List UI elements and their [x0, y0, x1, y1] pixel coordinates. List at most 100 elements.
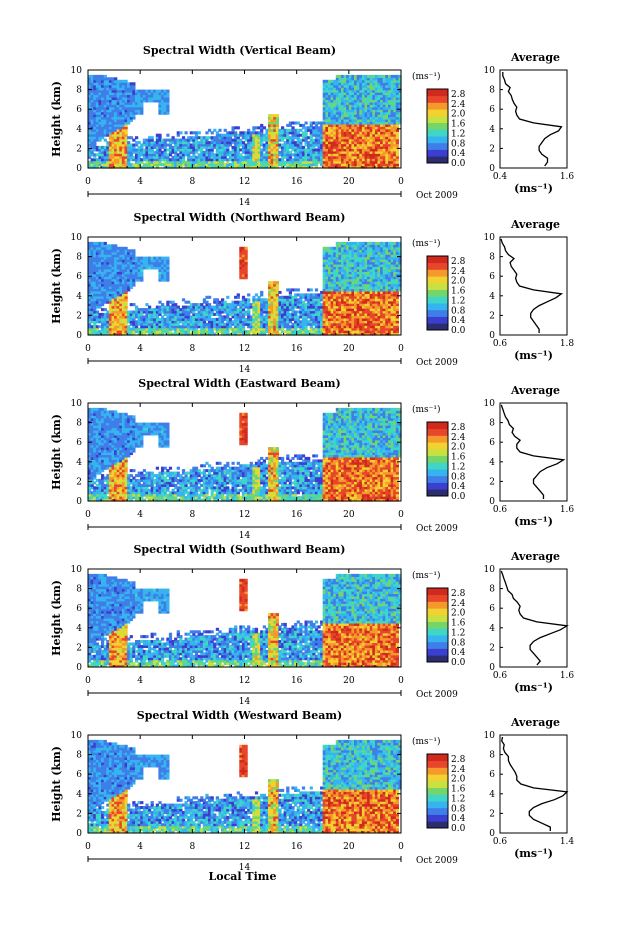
heatmap-cell: [93, 281, 97, 285]
heatmap-cell: [114, 106, 118, 110]
heatmap-cell: [325, 261, 329, 265]
heatmap-cell: [296, 325, 300, 329]
heatmap-cell: [328, 281, 332, 285]
heatmap-cell: [317, 305, 321, 309]
heatmap-cell: [359, 109, 363, 113]
heatmap-cell: [367, 114, 371, 118]
heatmap-cell: [93, 77, 97, 81]
heatmap-cell: [114, 84, 118, 88]
heatmap-cell: [215, 153, 220, 157]
heatmap-cell: [88, 126, 92, 130]
heatmap-cell: [132, 249, 136, 253]
heatmap-cell: [213, 320, 217, 324]
heatmap-cell: [163, 163, 167, 167]
heatmap-cell: [121, 150, 126, 154]
heatmap-cell: [314, 320, 319, 324]
heatmap-cell: [322, 158, 326, 162]
heatmap-cell: [288, 138, 293, 142]
heatmap-cell: [364, 89, 368, 93]
heatmap-cell: [325, 99, 329, 103]
heatmap-cell: [101, 327, 105, 331]
heatmap-cell: [314, 128, 319, 132]
heatmap-cell: [116, 259, 120, 263]
heatmap-cell: [283, 300, 287, 304]
heatmap-cell: [124, 109, 128, 113]
heatmap-cell: [234, 153, 238, 157]
heatmap-cell: [354, 141, 358, 145]
heatmap-cell: [153, 256, 157, 260]
heatmap-cell: [101, 160, 105, 164]
heatmap-cell: [129, 273, 133, 277]
heatmap-cell: [304, 303, 308, 307]
heatmap-cell: [111, 123, 115, 127]
heatmap-cell: [320, 145, 324, 149]
heatmap-cell: [210, 320, 214, 324]
heatmap-cell: [377, 126, 381, 130]
heatmap-cell: [218, 317, 222, 321]
heatmap-cell: [385, 106, 389, 110]
heatmap-cell: [132, 84, 136, 88]
heatmap-cell: [288, 131, 293, 135]
heatmap-cell: [317, 155, 321, 159]
heatmap-cell: [135, 325, 139, 329]
heatmap-cell: [129, 261, 133, 265]
heatmap-cell: [372, 145, 376, 149]
heatmap-cell: [158, 312, 162, 316]
heatmap-cell: [140, 104, 144, 108]
heatmap-cell: [137, 163, 141, 167]
heatmap-cell: [187, 300, 191, 304]
colorbar-unit: (ms⁻¹): [412, 71, 441, 82]
heatmap-cell: [247, 143, 251, 147]
heatmap-cell: [301, 330, 306, 334]
heatmap-cell: [148, 136, 152, 140]
heatmap-cell: [385, 123, 389, 127]
heatmap-cell: [114, 116, 118, 120]
heatmap-cell: [179, 148, 183, 152]
heatmap-cell: [382, 141, 386, 145]
heatmap-cell: [88, 138, 92, 142]
heatmap-cell: [262, 153, 267, 157]
heatmap-cell: [108, 259, 113, 263]
heatmap-cell: [351, 79, 355, 83]
heatmap-cell: [333, 97, 337, 101]
heatmap-cell: [299, 158, 303, 162]
heatmap-cell: [179, 325, 183, 329]
heatmap-cell: [330, 138, 334, 142]
heatmap-cell: [286, 317, 290, 321]
heatmap-cell: [249, 325, 253, 329]
heatmap-cell: [90, 109, 94, 113]
heatmap-cell: [171, 322, 175, 326]
heatmap-cell: [226, 143, 230, 147]
heatmap-cell: [176, 325, 180, 329]
heatmap-cell: [333, 281, 337, 285]
heatmap-cell: [124, 246, 128, 250]
heatmap-cell: [163, 278, 167, 282]
heatmap-cell: [194, 305, 199, 309]
heatmap-cell: [194, 332, 199, 336]
heatmap-cell: [388, 97, 392, 101]
heatmap-cell: [333, 136, 337, 140]
heatmap-cell: [98, 153, 102, 157]
heatmap-cell: [333, 94, 337, 98]
heatmap-cell: [95, 163, 100, 167]
heatmap-cell: [210, 145, 214, 149]
heatmap-cell: [322, 153, 326, 157]
heatmap-cell: [150, 310, 154, 314]
heatmap-cell: [335, 160, 340, 164]
heatmap-cell: [236, 150, 240, 154]
heatmap-cell: [385, 121, 389, 125]
heatmap-cell: [239, 300, 243, 304]
heatmap-cell: [328, 104, 332, 108]
heatmap-cell: [262, 300, 267, 304]
heatmap-cell: [205, 165, 209, 169]
heatmap-cell: [270, 114, 274, 118]
heatmap-cell: [223, 165, 227, 169]
heatmap-cell: [142, 330, 147, 334]
heatmap-cell: [341, 77, 345, 81]
heatmap-cell: [127, 310, 131, 314]
heatmap-cell: [273, 298, 277, 302]
heatmap-cell: [325, 327, 329, 331]
heatmap-cell: [314, 308, 319, 312]
heatmap-cell: [367, 155, 371, 159]
heatmap-cell: [101, 276, 105, 280]
